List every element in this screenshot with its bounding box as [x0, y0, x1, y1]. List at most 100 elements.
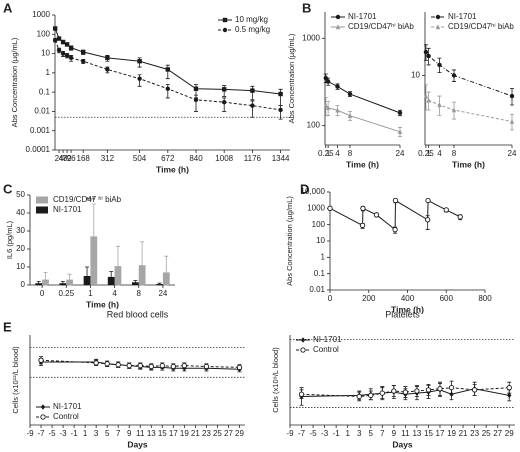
x-tick-label: 504 — [133, 154, 147, 163]
data-point — [222, 100, 227, 105]
x-tick-label: 27 — [224, 429, 233, 438]
y-tick-label: 0.01 — [309, 285, 325, 294]
x-tick-label: 1008 — [215, 154, 233, 163]
panel-letter: C — [3, 181, 13, 196]
x-tick-label: 3 — [357, 429, 362, 438]
x-tick-label: -9 — [286, 429, 294, 438]
series-line — [325, 77, 401, 114]
data-point — [423, 93, 429, 99]
series-line — [425, 51, 513, 97]
x-axis-label: Time (h) — [452, 159, 485, 169]
x-tick-label: 11 — [401, 429, 410, 438]
data-point — [222, 87, 227, 92]
x-tick-label: 9 — [392, 429, 397, 438]
y-tick-label: 10 — [16, 262, 25, 271]
y-tick-label: 100 — [307, 121, 321, 130]
x-tick-label: -5 — [48, 429, 56, 438]
y-axis-label: Abs Concentration (µg/mL) — [287, 33, 296, 123]
data-point — [327, 205, 333, 211]
y-axis-label: Abs Concentration (µg/mL) — [285, 196, 294, 286]
error-bar — [67, 273, 72, 286]
x-tick-label: 7 — [380, 429, 385, 438]
data-point — [203, 363, 210, 370]
legend-label: Control — [53, 412, 79, 421]
y-tick-label: 20 — [16, 244, 25, 253]
x-tick-label: 312 — [101, 154, 115, 163]
x-tick-label: 4 — [112, 289, 117, 298]
data-point — [105, 67, 110, 72]
data-point — [165, 67, 170, 72]
x-tick-label: 5 — [369, 429, 374, 438]
y-axis-label: IL6 (pg/mL) — [5, 220, 14, 259]
x-tick-label: 0.25 — [58, 289, 74, 298]
data-point — [402, 389, 409, 395]
data-point — [64, 42, 70, 47]
x-tick-label: 1 — [83, 429, 88, 438]
data-point — [368, 392, 374, 399]
data-point — [391, 388, 397, 394]
data-point — [335, 84, 340, 89]
data-point — [250, 88, 255, 93]
data-point — [347, 112, 353, 118]
x-tick-label: 5 — [105, 429, 110, 438]
data-point — [471, 387, 478, 393]
data-point — [397, 129, 403, 134]
y-tick-label: 1000 — [302, 33, 320, 42]
x-axis-label: Time (h) — [346, 159, 379, 169]
x-tick-label: -1 — [333, 429, 341, 438]
data-point — [137, 59, 142, 64]
legend-label: 0.5 mg/kg — [235, 25, 270, 34]
y-tick-label: 30 — [16, 226, 25, 235]
data-point — [323, 102, 328, 108]
x-tick-label: -1 — [71, 429, 79, 438]
data-point — [115, 362, 121, 368]
y-axis-label: Abs Concentration (µg/mL) — [10, 37, 19, 127]
x-tick-label: -7 — [37, 429, 45, 438]
y-tick-label: 0.01 — [34, 107, 50, 116]
error-bar — [115, 245, 120, 286]
legend-marker — [222, 27, 228, 33]
legend-label: Control — [313, 345, 339, 354]
error-bar — [109, 271, 114, 283]
data-point — [437, 386, 443, 392]
x-tick-label: 27 — [493, 429, 502, 438]
x-tick-label: -3 — [321, 429, 329, 438]
data-point — [105, 55, 110, 61]
data-point — [137, 362, 143, 369]
x-tick-label: 15 — [158, 429, 167, 438]
x-tick-label: -7 — [298, 429, 306, 438]
legend-marker — [435, 24, 441, 30]
x-tick-label: 1344 — [272, 154, 290, 163]
data-point — [68, 45, 74, 50]
y-tick-label: 1 — [321, 252, 326, 261]
x-tick-label: 96 — [67, 154, 76, 163]
x-tick-label: 25 — [482, 429, 491, 438]
x-tick-label: 17 — [436, 429, 445, 438]
error-bar — [36, 281, 41, 286]
y-tick-label: 10 — [41, 49, 50, 58]
error-bar — [278, 88, 283, 107]
x-tick-label: 72 — [63, 154, 72, 163]
chart-title: Red blood cells — [107, 309, 169, 319]
x-tick-label: 21 — [459, 429, 468, 438]
data-point — [148, 363, 154, 370]
data-point — [81, 59, 86, 64]
x-tick-label: 0.25 — [418, 149, 434, 158]
error-bar — [85, 266, 90, 286]
annotation: *** — [86, 196, 95, 205]
x-tick-label: -5 — [310, 429, 318, 438]
y-axis-label: Cells (x10⁹/L blood) — [271, 347, 280, 413]
data-point — [93, 360, 99, 366]
data-point — [56, 36, 62, 41]
y-tick-label: 1 — [46, 68, 51, 77]
x-tick-label: 25 — [213, 429, 222, 438]
data-point — [451, 73, 457, 78]
data-point — [425, 387, 432, 393]
data-point — [159, 362, 165, 369]
x-tick-label: 9 — [127, 429, 132, 438]
data-point — [506, 385, 512, 391]
error-bar — [165, 64, 170, 80]
legend-marker — [222, 17, 228, 23]
data-point — [137, 76, 142, 81]
